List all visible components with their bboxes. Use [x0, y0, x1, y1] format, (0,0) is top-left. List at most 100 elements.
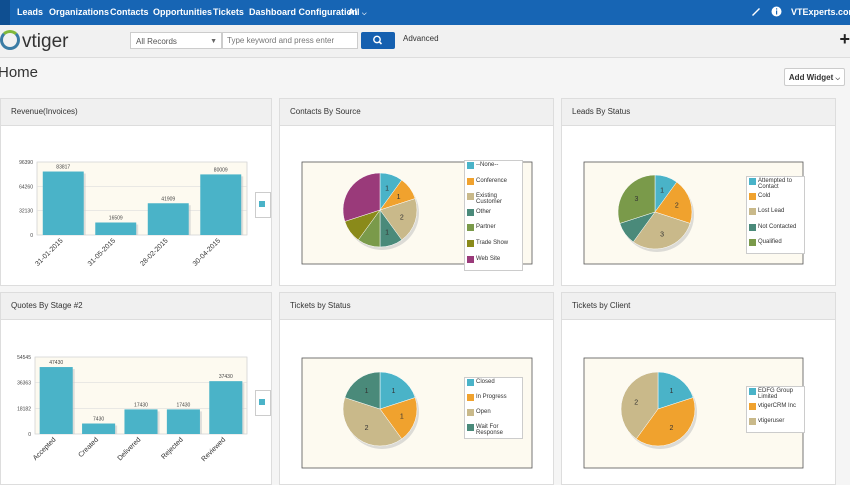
- contacts-pie-chart: 1 1 2 1 --None-- Conference Existing Customer O…: [280, 126, 553, 285]
- x-tick-label: 30-04-2015: [192, 237, 222, 267]
- bar[interactable]: [200, 174, 242, 235]
- pie-slice[interactable]: [379, 371, 416, 410]
- legend-item[interactable]: Qualified: [747, 238, 804, 253]
- legend-swatch: [749, 193, 756, 201]
- legend-item[interactable]: Lost Lead: [747, 207, 804, 222]
- nav-leads[interactable]: Leads: [17, 7, 44, 17]
- account-menu[interactable]: VTExperts.com: [791, 7, 850, 17]
- legend-item[interactable]: vtigeruser: [747, 417, 804, 432]
- legend-label: Open: [476, 409, 491, 415]
- legend-item[interactable]: Web Site: [465, 255, 522, 271]
- widget-title[interactable]: Leads By Status: [562, 99, 835, 126]
- nav-opportunities[interactable]: Opportunities: [153, 7, 212, 17]
- revenue-bar-chart: 96390 64260 32130 0 83817 31-01-2015 16509 31-0…: [1, 126, 271, 285]
- legend-item[interactable]: Attempted to Contact: [747, 177, 804, 192]
- pie-slice[interactable]: [342, 172, 381, 222]
- legend-swatch: [467, 255, 474, 263]
- vtiger-logo[interactable]: vtiger: [0, 30, 68, 52]
- pie-slice[interactable]: [620, 371, 659, 440]
- home-icon[interactable]: [0, 0, 10, 25]
- bar[interactable]: [42, 171, 84, 235]
- nav-all[interactable]: All ⌵: [348, 0, 367, 25]
- legend-label: Not Contacted: [758, 223, 797, 230]
- legend-item[interactable]: Other: [465, 208, 522, 224]
- pie-slice[interactable]: [617, 174, 656, 224]
- widget-title[interactable]: Quotes By Stage #2: [1, 293, 271, 320]
- bar-value-label: 17430: [134, 402, 148, 408]
- legend-label: Closed: [476, 379, 495, 385]
- legend-label: Existing Customer: [476, 193, 503, 206]
- chart-legend: [255, 192, 271, 218]
- legend-swatch: [749, 223, 756, 231]
- legend-swatch: [467, 224, 474, 232]
- plus-icon[interactable]: +: [839, 29, 850, 49]
- bar[interactable]: [209, 381, 243, 434]
- legend-swatch: [467, 177, 474, 185]
- bar[interactable]: [124, 409, 158, 434]
- legend-item[interactable]: In Progress: [465, 393, 522, 408]
- legend-label: Web Site: [476, 255, 501, 262]
- legend-item[interactable]: Trade Show: [465, 239, 522, 255]
- pie-slice[interactable]: [379, 397, 418, 440]
- y-tick-label: 96390: [19, 160, 33, 166]
- pie-slice[interactable]: [654, 181, 693, 224]
- logo-mark-icon: [0, 30, 20, 50]
- add-widget-button[interactable]: Add Widget ⌵: [784, 68, 845, 86]
- slice-value-label: 1: [397, 194, 401, 201]
- legend-item[interactable]: Partner: [465, 223, 522, 239]
- bar[interactable]: [147, 203, 189, 235]
- legend-item[interactable]: Closed: [465, 378, 522, 393]
- nav-organizations[interactable]: Organizations: [49, 7, 110, 17]
- pie-slice[interactable]: [344, 371, 381, 410]
- widget-title[interactable]: Revenue(Invoices): [1, 99, 271, 126]
- bar[interactable]: [39, 367, 73, 434]
- leads-pie-chart: 1 2 3 3 Attempted to Contact Cold Lost Lead Not…: [562, 126, 835, 285]
- chart-legend: EDFG Group Limited vtigerCRM Inc vtigeruse…: [746, 386, 805, 433]
- info-icon[interactable]: [771, 0, 782, 25]
- widget-title[interactable]: Tickets by Status: [280, 293, 553, 320]
- legend-swatch: [467, 193, 474, 201]
- legend-item[interactable]: --None--: [465, 161, 522, 177]
- logo-text: vtiger: [22, 31, 69, 52]
- chart-legend: --None-- Conference Existing Customer Other…: [464, 160, 523, 272]
- pencil-icon[interactable]: [750, 0, 762, 25]
- legend-item[interactable]: Wait For Response: [465, 423, 522, 438]
- search-header: vtiger All Records ▼ Advanced +: [0, 25, 850, 58]
- slice-value-label: 1: [400, 414, 404, 421]
- legend-item[interactable]: Open: [465, 408, 522, 423]
- legend-item[interactable]: vtigerCRM Inc: [747, 402, 804, 417]
- pie-slice[interactable]: [632, 211, 691, 250]
- pie-slice[interactable]: [342, 397, 403, 447]
- search-button[interactable]: [361, 32, 395, 49]
- legend-item[interactable]: Existing Customer: [465, 192, 522, 208]
- widget-title[interactable]: Contacts By Source: [280, 99, 553, 126]
- widget-title[interactable]: Tickets by Client: [562, 293, 835, 320]
- bar-value-label: 80009: [214, 167, 228, 173]
- legend-item[interactable]: Not Contacted: [747, 223, 804, 238]
- nav-contacts[interactable]: Contacts: [110, 7, 149, 17]
- bar[interactable]: [95, 222, 137, 235]
- pie-slice[interactable]: [379, 198, 418, 241]
- bar[interactable]: [166, 409, 200, 434]
- nav-all-label: All: [348, 7, 360, 17]
- legend-swatch: [467, 239, 474, 247]
- search-input[interactable]: [222, 32, 358, 49]
- legend-item[interactable]: Conference: [465, 177, 522, 193]
- legend-item[interactable]: Cold: [747, 192, 804, 207]
- bar-value-label: 47430: [49, 360, 63, 366]
- slice-value-label: 2: [670, 425, 674, 432]
- x-tick-label: 31-01-2015: [34, 237, 64, 267]
- slice-value-label: 1: [385, 229, 389, 236]
- nav-tickets[interactable]: Tickets: [213, 7, 244, 17]
- legend-label: Cold: [758, 193, 771, 200]
- quotes-bar-chart: 54545 36363 18182 0 47430 Accepted 7430 Created…: [1, 320, 271, 484]
- bar-value-label: 16509: [109, 215, 123, 221]
- pie-slice[interactable]: [635, 397, 696, 447]
- records-select[interactable]: All Records ▼: [130, 32, 222, 49]
- pie-slice[interactable]: [657, 371, 694, 410]
- advanced-search-link[interactable]: Advanced: [403, 34, 439, 43]
- nav-dashboard-configuration[interactable]: Dashboard Configuration: [249, 7, 358, 17]
- caret-down-icon: ▼: [210, 38, 217, 45]
- legend-item[interactable]: EDFG Group Limited: [747, 387, 804, 402]
- bar[interactable]: [82, 423, 116, 434]
